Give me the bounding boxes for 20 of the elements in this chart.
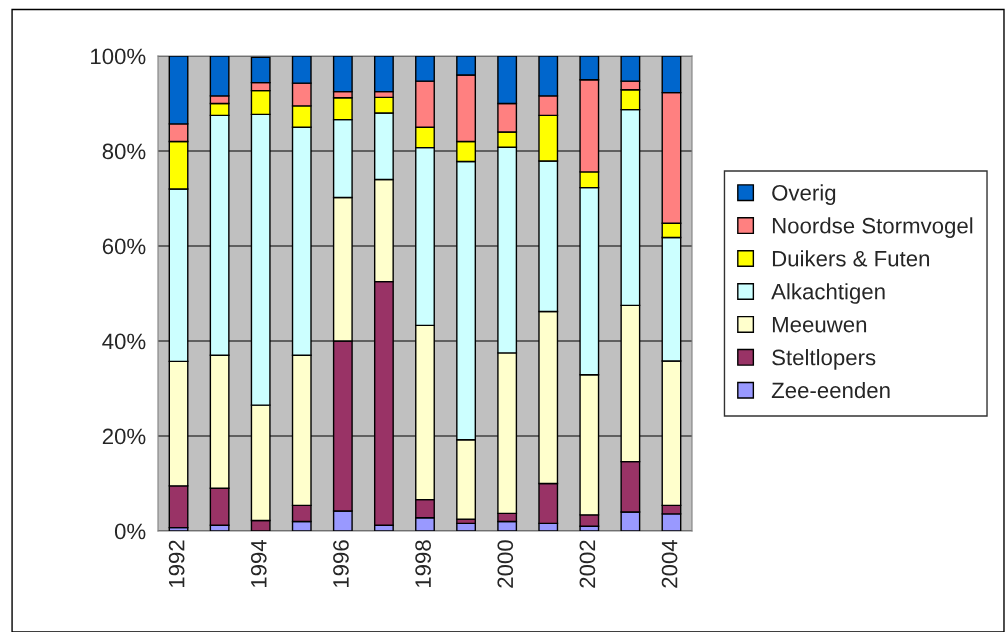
legend-label: Zee-eenden (771, 381, 890, 399)
y-tick-label: 80% (102, 143, 146, 160)
legend-label: Meeuwen (772, 316, 867, 333)
y-tick-label: 60% (102, 238, 146, 255)
legend-label: Steltlopers (772, 349, 876, 370)
legend-label: Noordse Stormvogel (772, 217, 973, 238)
y-tick-label: 100% (91, 48, 146, 65)
x-tick-label: 2002 (579, 540, 596, 588)
y-tick-label: 40% (102, 333, 146, 350)
x-tick-label: 1994 (250, 539, 267, 588)
x-tick-label: 1996 (333, 540, 349, 588)
x-tick-label: 1992 (168, 540, 185, 588)
y-tick-label: 0% (114, 523, 146, 540)
legend-label: Alkachtigen (771, 283, 885, 304)
x-tick-label: 2000 (497, 540, 514, 588)
legend-label: Overig (772, 184, 836, 206)
x-tick-label: 2004 (661, 539, 678, 588)
x-tick-label: 1998 (415, 540, 431, 588)
legend-label: Duikers & Futen (772, 250, 930, 267)
y-tick-label: 20% (102, 428, 146, 445)
